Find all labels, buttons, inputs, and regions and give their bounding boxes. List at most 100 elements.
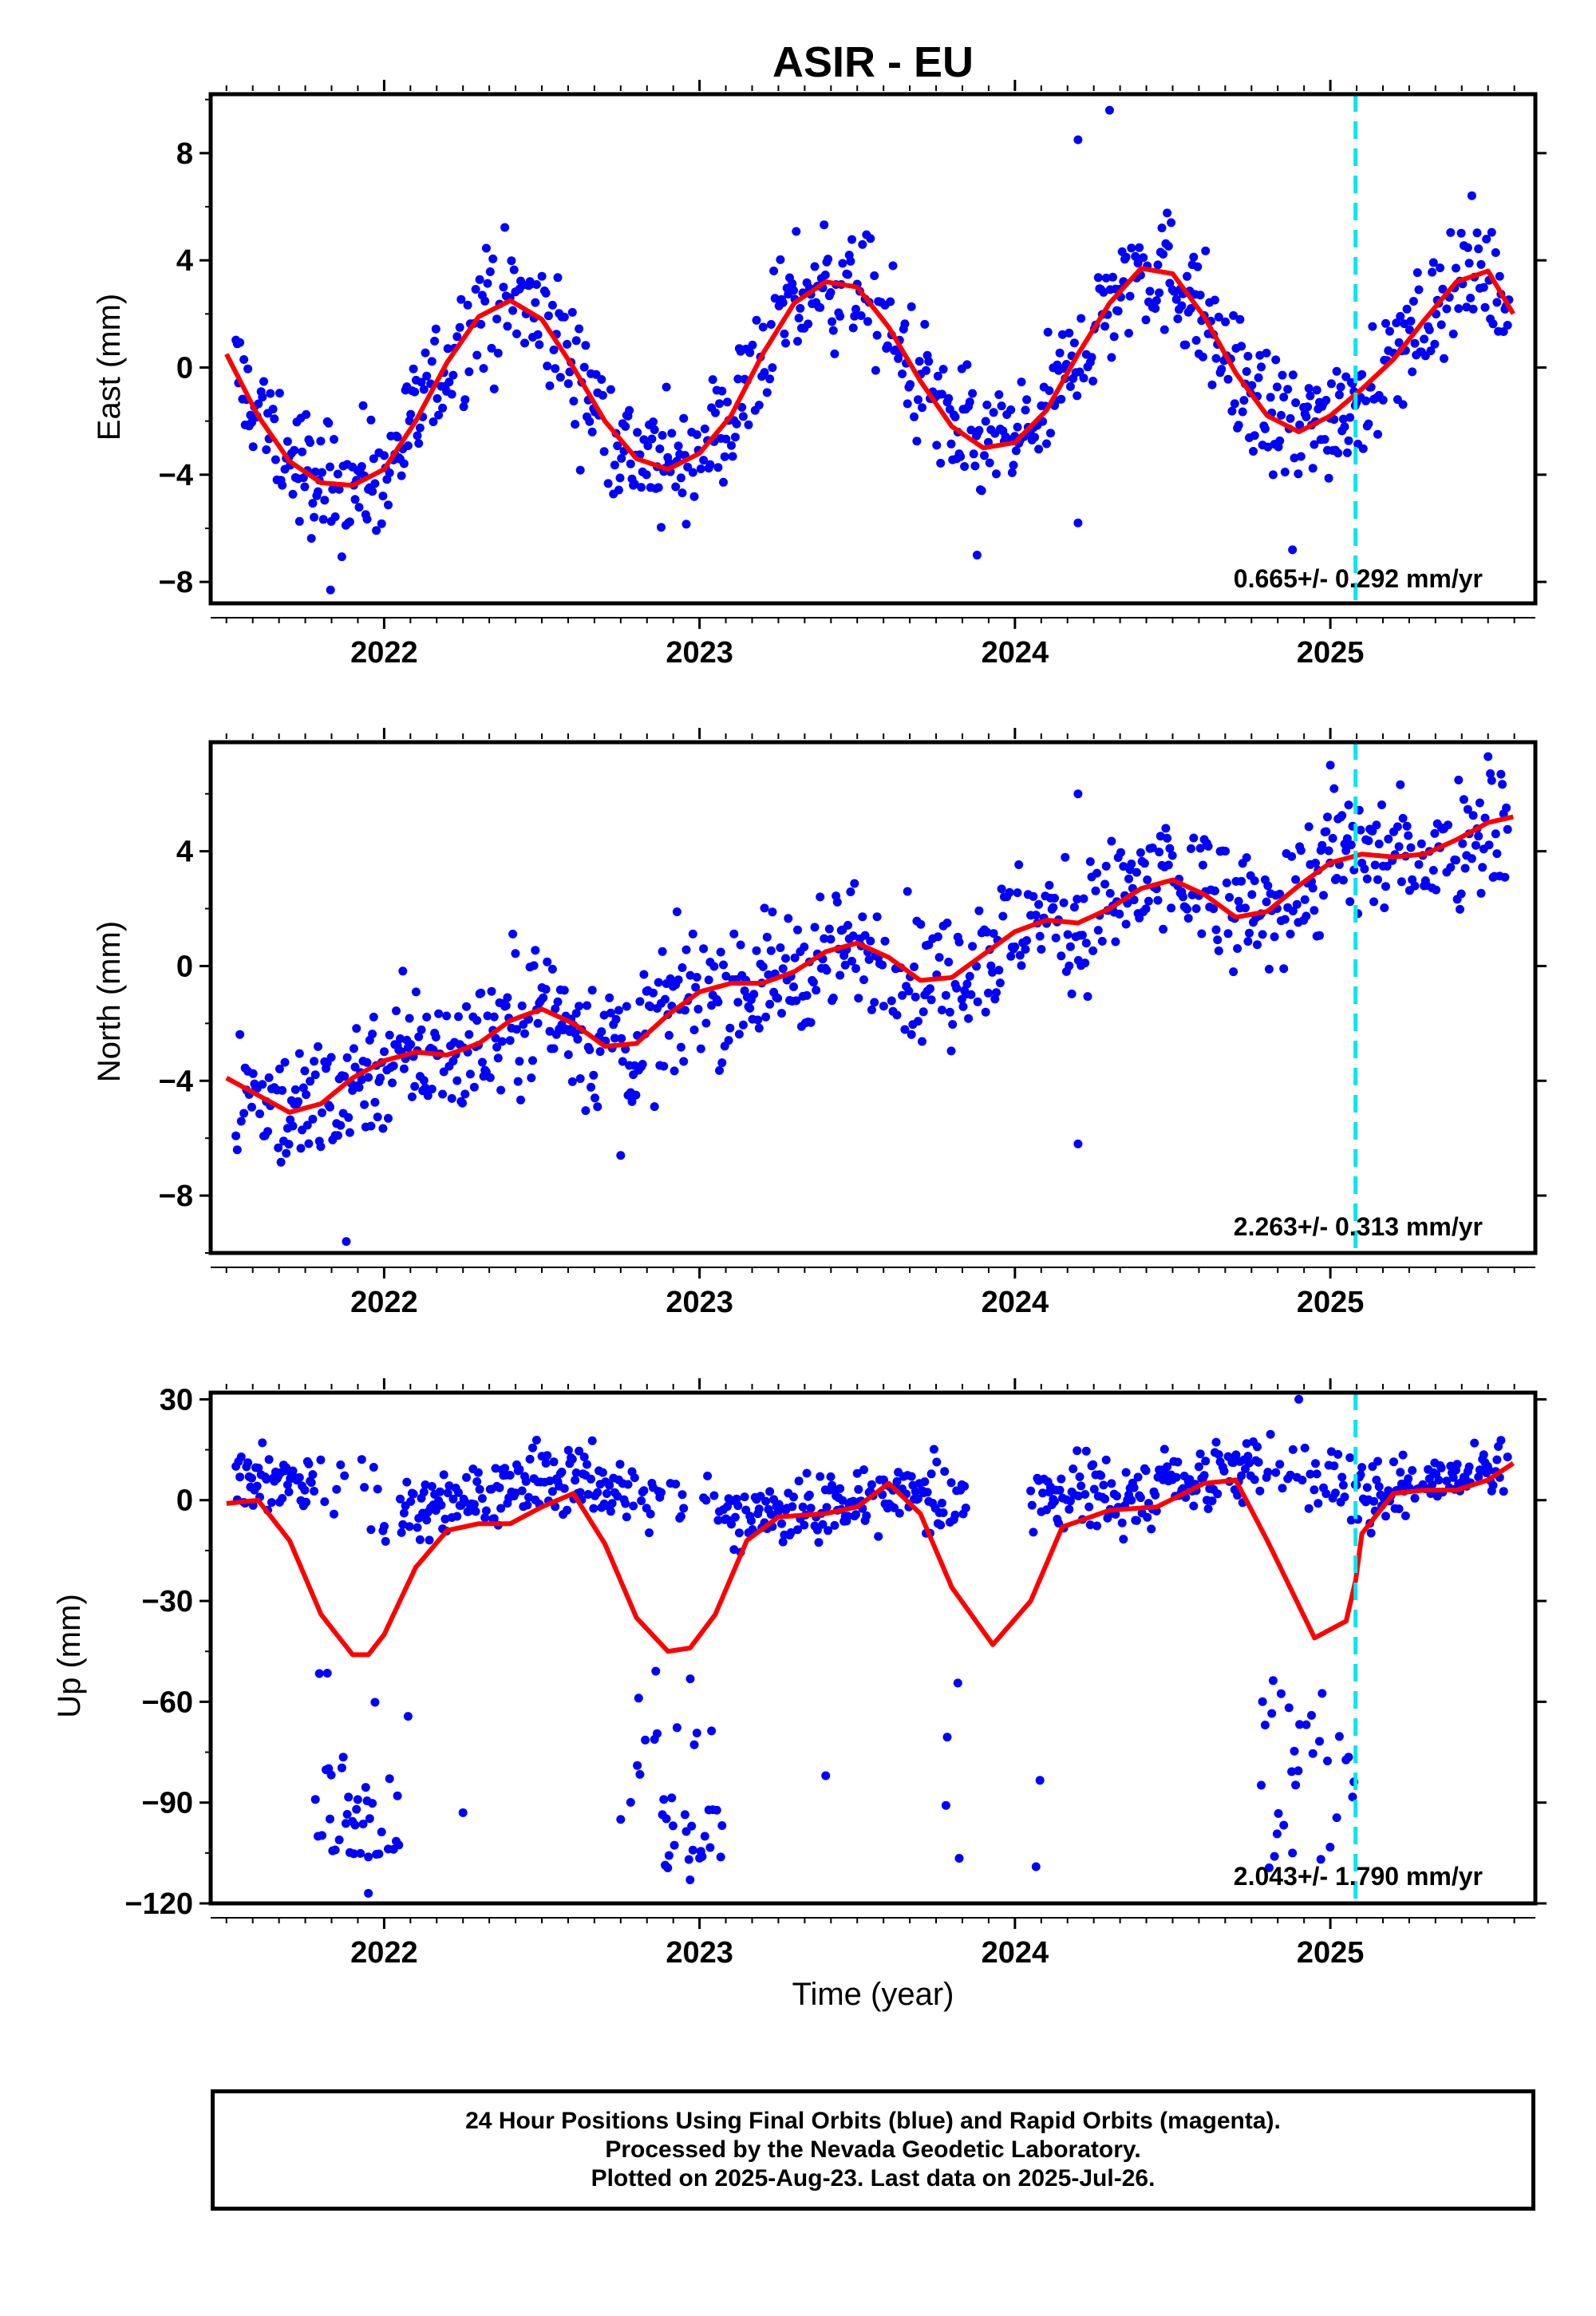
up-data-point bbox=[258, 1438, 267, 1448]
up-data-point bbox=[1245, 1458, 1254, 1468]
up-data-point bbox=[525, 1454, 535, 1464]
north-data-point bbox=[681, 945, 691, 954]
north-data-point bbox=[1187, 890, 1197, 899]
north-data-point bbox=[676, 1042, 685, 1052]
north-data-point bbox=[1452, 856, 1460, 865]
east-data-point bbox=[1088, 377, 1098, 385]
east-data-point bbox=[920, 319, 930, 329]
east-data-point bbox=[1234, 421, 1243, 430]
up-data-point bbox=[672, 1723, 681, 1733]
north-data-point bbox=[1502, 803, 1511, 812]
north-data-point bbox=[345, 1128, 354, 1137]
north-data-point bbox=[1344, 800, 1353, 810]
east-data-point bbox=[778, 298, 788, 307]
east-data-point bbox=[1468, 304, 1478, 314]
north-data-point bbox=[1049, 903, 1058, 912]
north-data-point bbox=[1300, 895, 1310, 904]
up-data-point bbox=[1081, 1446, 1091, 1456]
east-data-point bbox=[294, 516, 304, 526]
up-data-point bbox=[1274, 1808, 1283, 1818]
up-data-point bbox=[1278, 1484, 1287, 1493]
north-data-point bbox=[1262, 897, 1271, 907]
east-data-point bbox=[1338, 414, 1348, 424]
up-data-point bbox=[567, 1454, 577, 1464]
east-data-point bbox=[598, 390, 607, 400]
north-data-point bbox=[1077, 931, 1087, 940]
up-data-point bbox=[1279, 1820, 1289, 1830]
east-data-point bbox=[370, 479, 380, 488]
north-data-point bbox=[664, 1030, 674, 1040]
north-data-point bbox=[715, 1065, 724, 1075]
east-data-point bbox=[288, 489, 298, 499]
up-data-point bbox=[368, 1799, 377, 1808]
east-data-point bbox=[479, 364, 488, 373]
north-data-point bbox=[1229, 967, 1238, 977]
up-data-point bbox=[340, 1471, 350, 1480]
north-data-point bbox=[326, 1102, 334, 1112]
east-data-point bbox=[567, 307, 577, 317]
north-data-point bbox=[679, 1057, 689, 1066]
up-data-point bbox=[462, 1472, 471, 1482]
east-data-point bbox=[1286, 413, 1295, 423]
up-data-point bbox=[607, 1499, 617, 1508]
east-data-point bbox=[982, 400, 992, 409]
north-data-point bbox=[505, 1036, 515, 1045]
north-data-point bbox=[1345, 897, 1355, 907]
north-data-point bbox=[434, 1009, 444, 1018]
north-data-point bbox=[1144, 896, 1153, 906]
north-data-point bbox=[1498, 780, 1507, 789]
east-data-point bbox=[1153, 260, 1163, 270]
north-data-point bbox=[611, 1014, 621, 1024]
north-data-point bbox=[713, 998, 723, 1007]
east-xtick-label: 2024 bbox=[982, 636, 1049, 670]
east-data-point bbox=[937, 389, 946, 399]
up-data-point bbox=[496, 1504, 506, 1513]
up-data-point bbox=[802, 1468, 812, 1478]
up-data-point bbox=[489, 1514, 499, 1524]
north-data-point bbox=[994, 966, 1004, 975]
up-data-point bbox=[377, 1828, 386, 1836]
north-data-point bbox=[508, 929, 518, 939]
up-data-point bbox=[630, 1473, 639, 1483]
up-data-point bbox=[334, 1835, 344, 1844]
north-data-point bbox=[941, 990, 950, 1000]
east-data-point bbox=[1193, 262, 1203, 271]
up-data-point bbox=[1366, 1528, 1376, 1538]
north-data-point bbox=[1088, 946, 1098, 955]
east-data-point bbox=[1296, 452, 1306, 461]
east-data-point bbox=[1398, 400, 1408, 409]
east-data-point bbox=[847, 235, 856, 244]
north-data-point bbox=[989, 929, 998, 939]
north-data-point bbox=[689, 1026, 699, 1034]
east-data-point bbox=[969, 449, 978, 459]
up-data-point bbox=[543, 1451, 552, 1460]
north-data-point bbox=[995, 978, 1005, 988]
north-data-point bbox=[903, 887, 912, 896]
north-data-point bbox=[1323, 812, 1332, 822]
up-data-point bbox=[707, 1726, 717, 1736]
north-data-point bbox=[1061, 852, 1070, 862]
north-rate-label: 2.263+/- 0.313 mm/yr bbox=[1234, 1212, 1483, 1241]
north-data-point bbox=[745, 1003, 755, 1013]
east-data-point bbox=[1454, 304, 1464, 314]
north-data-point bbox=[411, 987, 421, 997]
up-outlier-point bbox=[1294, 1394, 1304, 1404]
up-data-point bbox=[322, 1669, 332, 1678]
north-data-point bbox=[968, 942, 978, 951]
east-data-point bbox=[662, 382, 671, 392]
up-data-point bbox=[547, 1487, 557, 1496]
up-data-point bbox=[336, 1460, 346, 1469]
north-data-point bbox=[725, 1023, 735, 1033]
east-data-point bbox=[765, 374, 775, 384]
north-data-point bbox=[1456, 904, 1464, 914]
north-data-point bbox=[1478, 863, 1487, 872]
east-data-point bbox=[406, 409, 416, 419]
up-data-point bbox=[663, 1863, 673, 1872]
east-data-point bbox=[1069, 338, 1079, 348]
east-data-point bbox=[1198, 352, 1207, 362]
east-data-point bbox=[1342, 448, 1352, 457]
north-data-point bbox=[808, 978, 818, 987]
north-data-point bbox=[308, 1114, 318, 1124]
up-data-point bbox=[477, 1494, 487, 1504]
north-data-point bbox=[549, 1044, 559, 1053]
